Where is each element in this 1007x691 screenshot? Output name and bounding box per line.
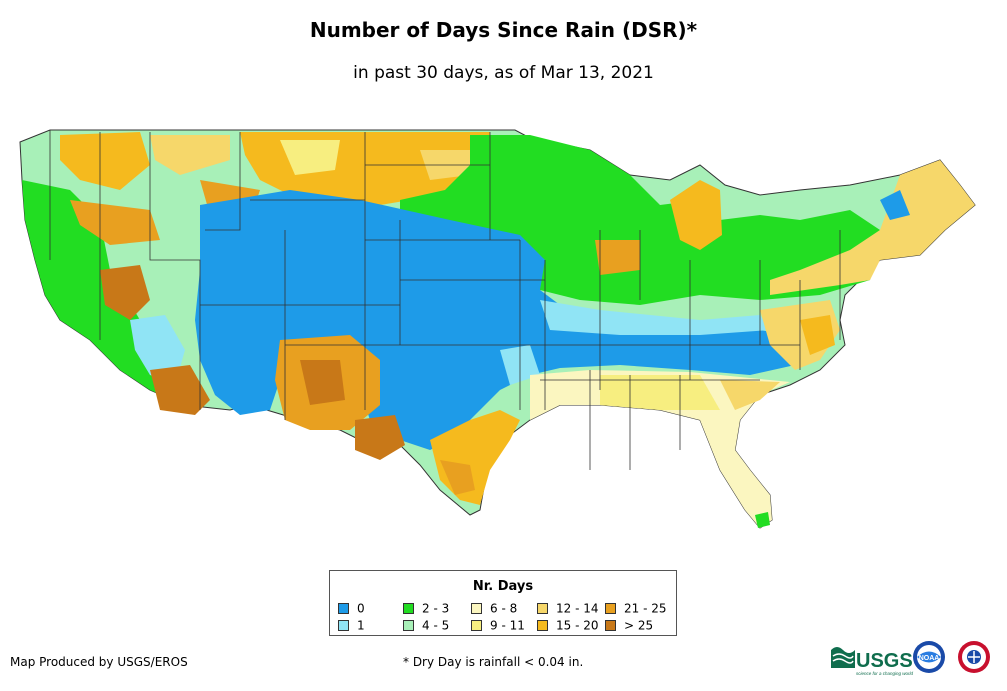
usgs-tagline: science for a changing world: [856, 671, 914, 676]
map-subtitle: in past 30 days, as of Mar 13, 2021: [353, 63, 654, 83]
legend-swatch: [537, 603, 548, 614]
legend-item: 21 - 25: [605, 602, 667, 615]
legend-swatch: [403, 603, 414, 614]
legend-item: 6 - 8: [471, 602, 517, 615]
legend-swatch: [338, 620, 349, 631]
map-legend: Nr. Days 0 1 2 - 3 4 - 5 6 - 8 9 - 11 12…: [329, 570, 677, 636]
legend-item: 0: [338, 602, 365, 615]
legend-swatch: [471, 620, 482, 631]
legend-swatch: [403, 620, 414, 631]
legend-swatch: [537, 620, 548, 631]
legend-item: 12 - 14: [537, 602, 599, 615]
legend-item: 15 - 20: [537, 619, 599, 632]
usgs-wordmark: USGS: [856, 650, 913, 672]
legend-title: Nr. Days: [472, 579, 534, 594]
agency-logos: USGS science for a changing world NOAA: [831, 641, 990, 676]
legend-item: 4 - 5: [403, 619, 449, 632]
legend-item: > 25: [605, 619, 653, 632]
legend-swatch: [338, 603, 349, 614]
legend-item: 9 - 11: [471, 619, 525, 632]
usgs-logo: USGS science for a changing world: [831, 647, 914, 676]
legend-item: 1: [338, 619, 365, 632]
map-title: Number of Days Since Rain (DSR)*: [309, 18, 698, 42]
legend-swatch: [471, 603, 482, 614]
noaa-wordmark: NOAA: [919, 655, 940, 662]
legend-item: 2 - 3: [403, 602, 449, 615]
credit-text: Map Produced by USGS/EROS: [10, 655, 188, 669]
dsr-map: [19, 129, 976, 529]
noaa-logo: NOAA: [913, 641, 945, 673]
dry-day-note: * Dry Day is rainfall < 0.04 in.: [403, 655, 584, 669]
legend-swatch: [605, 620, 616, 631]
legend-swatch: [605, 603, 616, 614]
weather-service-logo: [958, 641, 990, 673]
